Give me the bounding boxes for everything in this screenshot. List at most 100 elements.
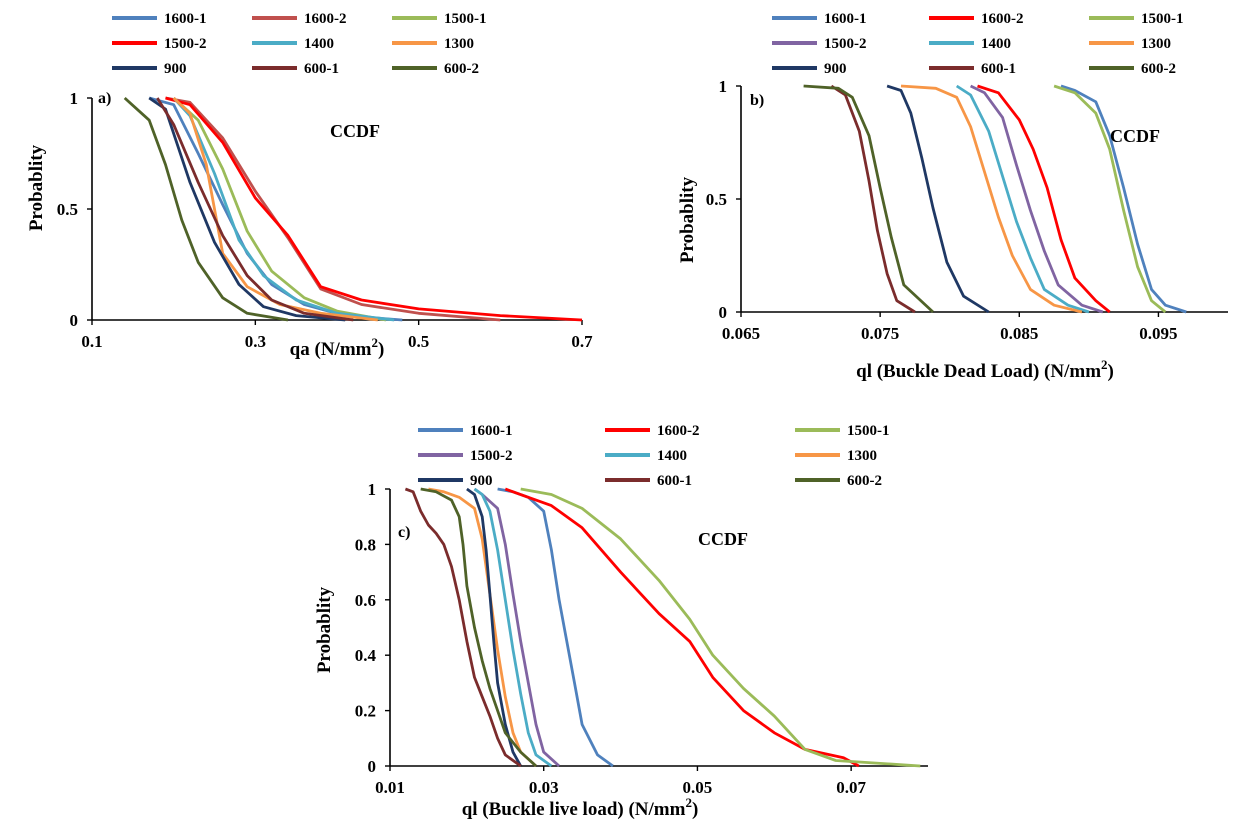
legend-label: 1500-2	[164, 36, 207, 52]
legend-label: 1600-1	[164, 11, 207, 27]
series-line-1600-1	[497, 487, 614, 768]
x-axis-label-main: ql (Buckle live load) (N/mm	[462, 799, 686, 820]
legend-label: 600-2	[444, 61, 479, 77]
series-line-1500-2	[473, 487, 561, 768]
x-axis-label-tail: )	[1108, 361, 1114, 382]
x-tick-label: 0.05	[683, 778, 713, 797]
legend-label: 600-2	[1141, 61, 1176, 77]
y-axis-label: Probablity	[677, 176, 698, 263]
series-line-600-1	[830, 84, 916, 314]
series-line-900	[148, 96, 346, 322]
series-line-1300	[428, 487, 537, 768]
series-line-1400	[955, 84, 1090, 314]
x-tick-label: 0.07	[836, 778, 866, 797]
x-axis-label: ql (Buckle live load) (N/mm2)	[462, 795, 699, 820]
x-tick-label: 0.3	[245, 332, 266, 351]
x-axis-label-main: qa (N/mm	[290, 339, 372, 360]
y-tick-label: 0.8	[355, 535, 376, 554]
legend-label: 600-1	[304, 61, 339, 77]
legend: 1600-1 1600-2 1500-1 1500-2 1400 1300 900 600-1…	[418, 423, 890, 489]
legend-label: 900	[470, 473, 493, 489]
y-tick-label: 1	[70, 89, 79, 108]
y-tick-label: 0	[70, 311, 79, 330]
x-tick-label: 0.065	[722, 324, 760, 343]
legend-label: 1500-1	[444, 11, 487, 27]
y-tick-label: 0.6	[355, 591, 376, 610]
x-tick-label: 0.03	[529, 778, 559, 797]
x-axis-label-superscript: 2	[371, 335, 378, 350]
panel-label: b)	[750, 92, 764, 109]
panel-label: a)	[98, 90, 111, 107]
series-line-900	[886, 84, 990, 314]
x-axis-label: ql (Buckle Dead Load) (N/mm2)	[856, 357, 1114, 382]
legend-label: 1600-2	[657, 423, 700, 439]
legend-label: 1500-1	[847, 423, 890, 439]
y-tick-label: 0.2	[355, 702, 376, 721]
x-tick-label: 0.095	[1139, 324, 1177, 343]
legend-label: 1500-1	[1141, 11, 1184, 27]
y-tick-label: 0	[719, 303, 728, 322]
x-tick-label: 0.01	[375, 778, 405, 797]
series-line-1500-2	[165, 96, 583, 322]
legend-label: 900	[164, 61, 187, 77]
series-line-600-1	[404, 487, 522, 768]
x-axis-label-superscript: 2	[1101, 357, 1108, 372]
x-tick-label: 0.075	[861, 324, 899, 343]
y-tick-label: 1	[368, 480, 377, 499]
legend-label: 600-2	[847, 473, 882, 489]
legend-label: 900	[824, 61, 847, 77]
legend-label: 1600-2	[304, 11, 347, 27]
series-line-1500-1	[520, 487, 921, 768]
legend-label: 1600-1	[824, 11, 867, 27]
x-axis-label-superscript: 2	[685, 795, 692, 810]
x-tick-label: 0.085	[1000, 324, 1038, 343]
legend-label: 1400	[304, 36, 334, 52]
y-tick-label: 0.5	[57, 200, 78, 219]
legend-label: 1300	[847, 448, 877, 464]
y-axis-label: Probablity	[314, 586, 335, 673]
x-axis-label: qa (N/mm2)	[290, 335, 385, 360]
x-tick-label: 0.1	[81, 332, 102, 351]
x-tick-label: 0.7	[571, 332, 593, 351]
series-line-1500-1	[172, 96, 387, 322]
y-tick-label: 0	[368, 757, 377, 776]
series-line-1600-1	[1060, 84, 1187, 314]
x-axis-label-tail: )	[692, 799, 698, 820]
legend-label: 1600-2	[981, 11, 1024, 27]
legend-label: 1300	[444, 36, 474, 52]
chart-annotation: CCDF	[698, 529, 748, 549]
legend-label: 600-1	[981, 61, 1016, 77]
chart-annotation: CCDF	[330, 121, 380, 141]
series-line-1300	[900, 84, 1083, 314]
legend-label: 1400	[657, 448, 687, 464]
x-axis-label-main: ql (Buckle Dead Load) (N/mm	[856, 361, 1101, 382]
legend-label: 600-1	[657, 473, 692, 489]
x-axis-label-tail: )	[378, 339, 384, 360]
panel-label: c)	[398, 524, 410, 541]
series-line-1600-2	[504, 487, 860, 768]
y-axis-label: Probablity	[26, 144, 47, 231]
chart-annotation: CCDF	[1110, 126, 1160, 146]
legend-label: 1500-2	[470, 448, 513, 464]
legend: 1600-1 1600-2 1500-1 1500-2 1400 1300 900 600-1…	[772, 11, 1184, 77]
legend-label: 1300	[1141, 36, 1171, 52]
series-line-600-1	[156, 97, 354, 322]
series-line-1400	[473, 487, 553, 768]
y-tick-label: 0.5	[706, 190, 727, 209]
chart-panel-1: 0.1 0.3 0.5 0.7 0 0.5 1 1600-1 1600-2 1500-1 1500-…	[26, 11, 593, 360]
legend-label: 1500-2	[824, 36, 867, 52]
series-line-600-2	[803, 84, 934, 314]
series-line-600-2	[123, 96, 289, 322]
legend: 1600-1 1600-2 1500-1 1500-2 1400 1300 900 600-1…	[112, 11, 487, 77]
series-line-1300	[172, 96, 378, 322]
series-line-1600-2	[977, 84, 1111, 314]
chart-panel-2: 0.065 0.075 0.085 0.095 0 0.5 1 1600-1 1600-2 150…	[677, 11, 1228, 382]
x-tick-label: 0.5	[408, 332, 429, 351]
series-line-1500-2	[969, 84, 1104, 314]
legend-label: 1600-1	[470, 423, 513, 439]
y-tick-label: 1	[719, 77, 728, 96]
legend-label: 1400	[981, 36, 1011, 52]
series-line-600-2	[420, 487, 537, 768]
